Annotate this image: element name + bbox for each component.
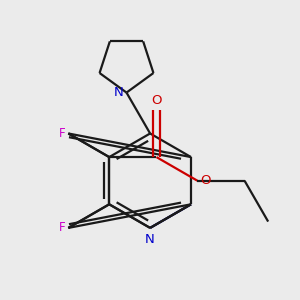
Text: F: F	[59, 221, 65, 234]
Text: N: N	[145, 233, 155, 246]
Text: N: N	[114, 86, 124, 99]
Text: O: O	[151, 94, 162, 107]
Text: F: F	[59, 127, 65, 140]
Text: O: O	[200, 174, 211, 187]
